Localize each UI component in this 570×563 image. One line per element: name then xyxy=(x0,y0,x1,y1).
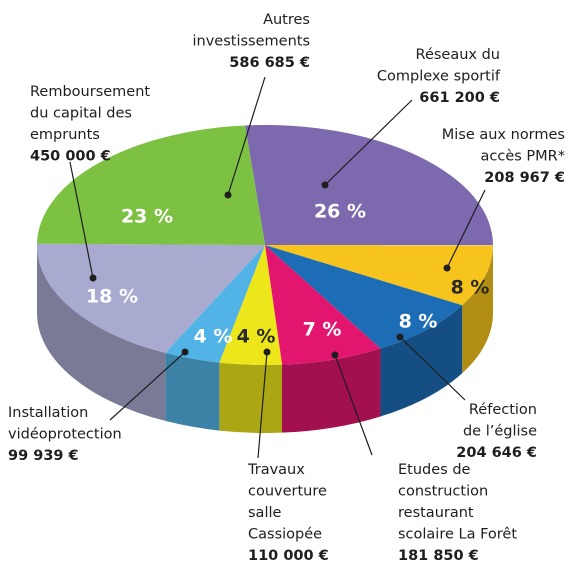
slice-amount: 204 646 € xyxy=(456,445,537,461)
slice-side xyxy=(462,245,493,374)
slice xyxy=(245,125,493,246)
slice-label: Travaux xyxy=(247,462,305,478)
slice xyxy=(265,245,381,365)
slice-amount: 181 850 € xyxy=(398,548,479,563)
leader-dot xyxy=(331,351,339,359)
slice-amount: 208 967 € xyxy=(484,170,565,186)
percent-label: 8 % xyxy=(399,311,438,333)
slice-amount: 586 685 € xyxy=(229,55,310,71)
leader-dot xyxy=(396,333,404,341)
slice-label: scolaire La Forêt xyxy=(398,527,517,543)
leader-line xyxy=(69,161,94,279)
percent-label: 26 % xyxy=(314,201,366,223)
slice-amount: 99 939 € xyxy=(8,448,79,464)
percent-label: 8 % xyxy=(451,277,490,299)
leader-line xyxy=(324,99,413,186)
slice-label: Autres xyxy=(263,12,310,28)
slice xyxy=(37,243,266,353)
slice-amount: 110 000 € xyxy=(248,548,329,563)
leader-line xyxy=(399,336,466,401)
percent-label: 4 % xyxy=(194,326,233,348)
slice xyxy=(219,245,283,366)
slice-label: restaurant xyxy=(398,505,474,521)
leader-line xyxy=(257,351,268,459)
leader-line xyxy=(446,189,486,269)
slice-label: du capital des xyxy=(30,106,132,122)
slice xyxy=(165,245,265,363)
slice-amount: 661 200 € xyxy=(419,90,500,106)
slice-label: de l’église xyxy=(463,424,537,440)
percent-label: 18 % xyxy=(86,286,138,308)
slice-side xyxy=(37,245,166,421)
leader-dot xyxy=(263,348,271,356)
slice-side xyxy=(219,362,283,434)
slice xyxy=(265,245,493,306)
slice-label: couverture xyxy=(248,484,327,500)
leader-line xyxy=(334,354,373,456)
slice-label: Installation xyxy=(8,405,88,421)
slice-label: accès PMR* xyxy=(481,149,566,165)
leader-dot xyxy=(181,348,189,356)
leader-dot xyxy=(321,181,329,189)
slice-label: Réfection xyxy=(469,402,537,418)
leader-line xyxy=(109,351,186,421)
leader-line xyxy=(227,76,266,196)
leader-dot xyxy=(224,191,232,199)
slice-amount: 450 000 € xyxy=(30,149,111,165)
leader-dot xyxy=(443,264,451,272)
slice-label: construction xyxy=(398,484,488,500)
slice-label: Remboursement xyxy=(30,84,150,100)
slice-label: Mise aux normes xyxy=(442,127,565,143)
slice xyxy=(265,245,463,349)
slice-label: Complexe sportif xyxy=(377,69,501,85)
slice-label: vidéoprotection xyxy=(8,427,122,443)
percent-label: 23 % xyxy=(121,206,173,228)
slice-label: Réseaux du xyxy=(416,47,500,63)
slice-label: emprunts xyxy=(30,127,100,143)
slice-label: investissements xyxy=(193,34,311,50)
slice-label: Cassiopée xyxy=(248,527,322,543)
slice-label: Etudes de xyxy=(398,462,471,478)
slice-label: salle xyxy=(248,505,281,521)
slice xyxy=(37,125,266,245)
percent-label: 4 % xyxy=(237,326,276,348)
percent-label: 7 % xyxy=(303,319,342,341)
leader-dot xyxy=(89,274,97,282)
slice-side xyxy=(380,305,463,417)
slice-side xyxy=(165,352,220,431)
